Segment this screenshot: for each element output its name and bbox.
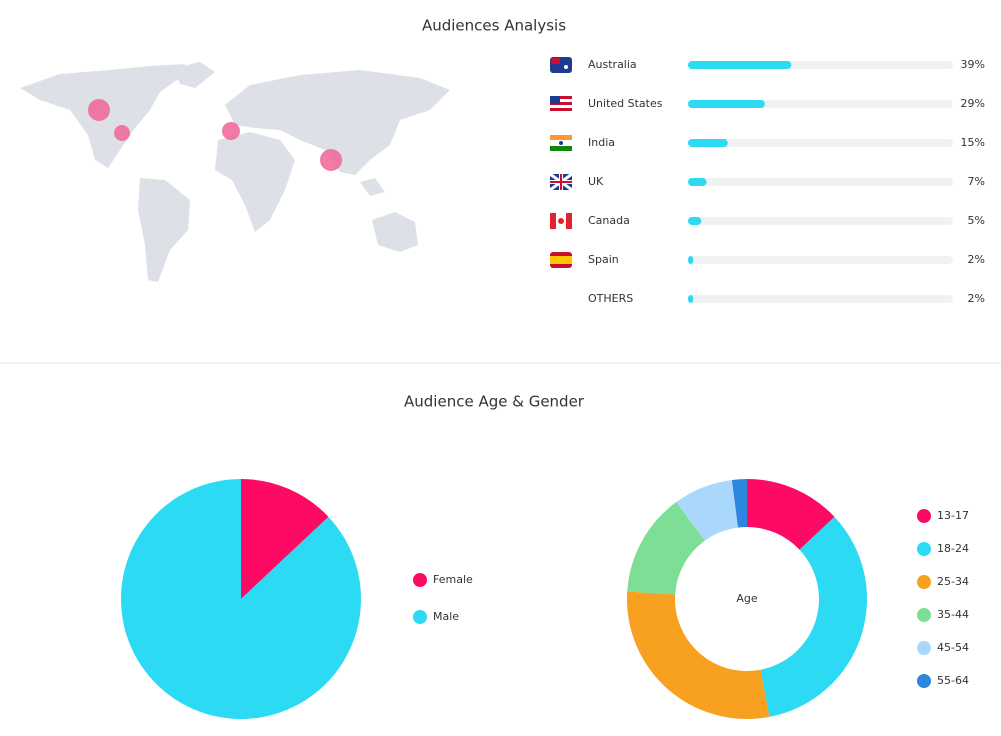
bar — [688, 100, 765, 108]
value-label: 29% — [961, 97, 985, 110]
legend-marker — [917, 641, 931, 655]
bar — [688, 256, 694, 264]
bar — [688, 217, 702, 225]
legend-marker — [413, 610, 427, 624]
bar-track — [688, 139, 953, 147]
slice — [747, 479, 835, 550]
bar-track — [688, 217, 953, 225]
flags — [549, 57, 573, 268]
country-label: Australia — [588, 58, 637, 71]
legend-label: Female — [433, 573, 473, 586]
value-label: 2% — [968, 292, 985, 305]
bar — [688, 61, 792, 69]
legend-marker — [917, 575, 931, 589]
slice — [627, 501, 705, 595]
country-label: Canada — [588, 214, 630, 227]
bar — [688, 139, 728, 147]
bar — [688, 295, 694, 303]
value-label: 7% — [968, 175, 985, 188]
country-label: UK — [588, 175, 604, 188]
legend-label: 45-54 — [937, 641, 969, 654]
legend-label: 25-34 — [937, 575, 969, 588]
slice — [676, 479, 738, 541]
map-bubbles — [88, 99, 342, 171]
value-label: 2% — [968, 253, 985, 266]
bar-track — [688, 256, 953, 264]
country-label: United States — [588, 97, 663, 110]
slice — [731, 479, 747, 528]
legend-marker — [917, 542, 931, 556]
section-title: Audiences Analysis — [422, 17, 566, 35]
country-label: Spain — [588, 253, 619, 266]
legend-label: Male — [433, 610, 459, 623]
legend-marker — [917, 509, 931, 523]
slice — [241, 479, 329, 599]
country-label: OTHERS — [588, 292, 633, 305]
bar — [688, 178, 707, 186]
slice — [627, 591, 770, 719]
country-label: India — [588, 136, 615, 149]
legend-label: 55-64 — [937, 674, 969, 687]
legend-label: 35-44 — [937, 608, 969, 621]
slice — [120, 479, 361, 719]
bar-track — [688, 295, 953, 303]
world-map — [20, 62, 450, 282]
slice — [760, 516, 868, 717]
legend-marker — [917, 608, 931, 622]
legend-label: 13-17 — [937, 509, 969, 522]
center-label: Age — [736, 592, 758, 605]
section-title: Audience Age & Gender — [404, 393, 585, 411]
value-label: 15% — [961, 136, 985, 149]
value-label: 5% — [968, 214, 985, 227]
legend-label: 18-24 — [937, 542, 969, 555]
bar-track — [688, 178, 953, 186]
legend-marker — [413, 573, 427, 587]
legend-marker — [917, 674, 931, 688]
value-label: 39% — [961, 58, 985, 71]
